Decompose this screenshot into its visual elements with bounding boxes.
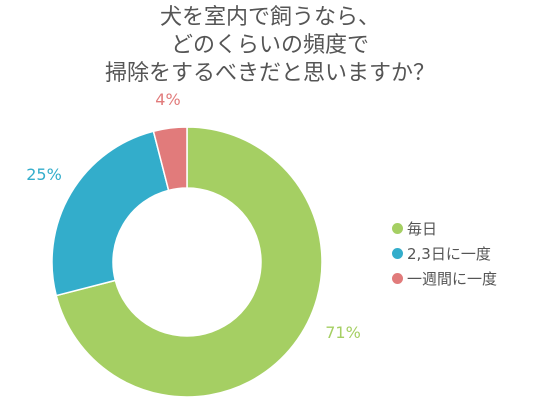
donut-slice-daily: [55, 126, 323, 398]
data-label-every-2-3-days: 25%: [26, 165, 62, 184]
legend-item-every-2-3-days: 2,3日に一度: [392, 241, 497, 266]
legend-label-weekly: 一週間に一度: [407, 270, 498, 288]
data-label-daily: 71%: [325, 323, 361, 342]
legend-label-daily: 毎日: [407, 220, 438, 238]
legend-label-every-2-3-days: 2,3日に一度: [407, 245, 491, 263]
donut-slice-every-2-3-days: [51, 130, 170, 297]
legend-item-daily: 毎日: [392, 216, 497, 241]
donut-slice-weekly: [152, 126, 188, 192]
legend-item-weekly: 一週間に一度: [392, 266, 497, 291]
legend-swatch-daily: [392, 223, 403, 234]
chart-title-line-3: 掃除をするべきだと思いますか？: [104, 61, 435, 86]
data-label-weekly: 4%: [155, 90, 180, 109]
chart-title-line-1: 犬を室内で飼うなら、: [159, 5, 380, 30]
chart-title: 犬を室内で飼うなら、 どのくらいの頻度で 掃除をするべきだと思いますか？: [0, 4, 540, 88]
chart-legend: 毎日 2,3日に一度 一週間に一度: [392, 216, 497, 291]
legend-swatch-weekly: [392, 273, 403, 284]
legend-swatch-every-2-3-days: [392, 248, 403, 259]
chart-title-line-2: どのくらいの頻度で: [170, 33, 369, 58]
